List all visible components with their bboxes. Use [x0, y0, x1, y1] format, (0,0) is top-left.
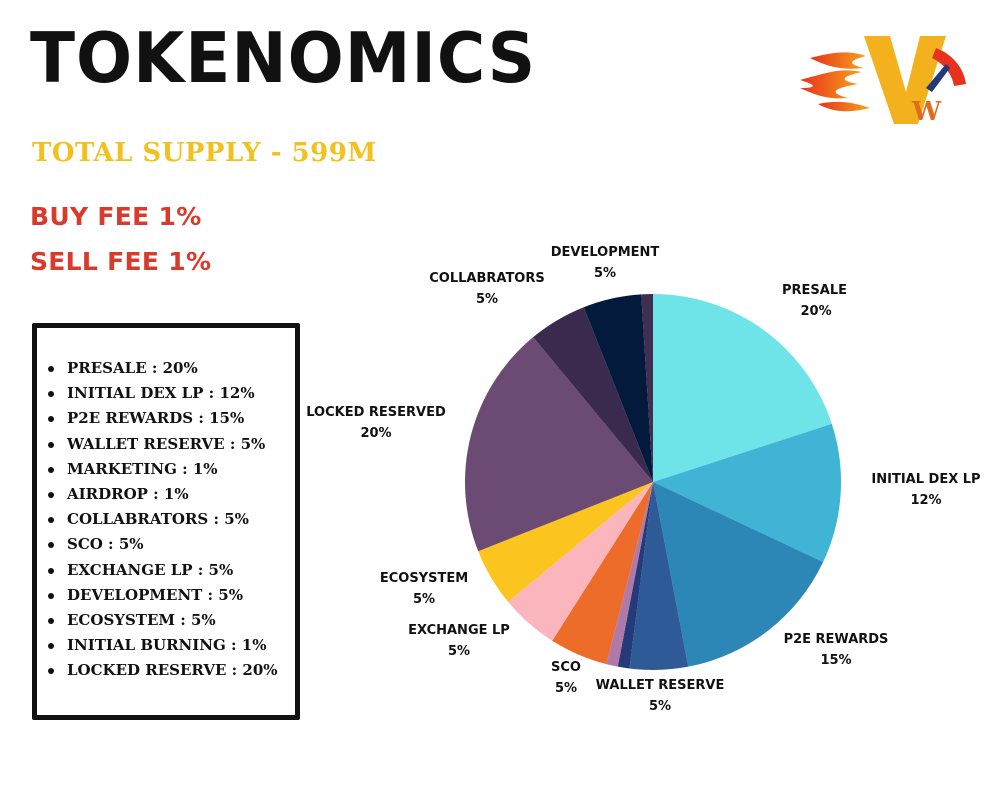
allocation-item: LOCKED RESERVE : 20%	[48, 658, 295, 683]
buy-fee: BUY FEE 1%	[30, 202, 202, 231]
allocation-item: WALLET RESERVE : 5%	[48, 432, 295, 457]
allocation-item: EXCHANGE LP : 5%	[48, 558, 295, 583]
slice-label: DEVELOPMENT	[551, 245, 660, 260]
allocation-item: INITIAL DEX LP : 12%	[48, 381, 295, 406]
page-title: TOKENOMICS	[30, 18, 537, 99]
slice-label: COLLABRATORS	[429, 271, 544, 286]
sell-fee: SELL FEE 1%	[30, 247, 212, 276]
slice-label: EXCHANGE LP	[408, 623, 510, 638]
pie-slice	[653, 423, 841, 563]
allocation-item: COLLABRATORS : 5%	[48, 507, 295, 532]
pie-slice	[606, 482, 653, 667]
allocation-item: AIRDROP : 1%	[48, 482, 295, 507]
slice-value-label: 12%	[910, 493, 941, 508]
total-supply: TOTAL SUPPLY - 599M	[32, 138, 377, 168]
pie-slice	[533, 307, 653, 482]
slice-value-label: 5%	[476, 292, 498, 307]
allocation-item: DEVELOPMENT : 5%	[48, 583, 295, 608]
slice-value-label: 5%	[413, 592, 435, 607]
slice-value-label: 5%	[594, 266, 616, 281]
pie-slice	[629, 482, 689, 670]
flame-logo-icon: W	[800, 36, 966, 127]
slice-label: P2E REWARDS	[784, 632, 889, 647]
allocation-list-box: PRESALE : 20% INITIAL DEX LP : 12% P2E R…	[32, 323, 300, 720]
pie-slice	[465, 337, 653, 552]
slice-value-label: 5%	[555, 681, 577, 696]
slice-value-label: 20%	[801, 304, 832, 319]
slice-label: PRESALE	[782, 283, 847, 298]
pie-slice	[478, 482, 653, 602]
pie-slice	[617, 482, 653, 669]
slice-value-label: 5%	[448, 644, 470, 659]
pie-slice	[583, 294, 653, 482]
allocation-item: MARKETING : 1%	[48, 457, 295, 482]
slice-value-label: 20%	[360, 426, 391, 441]
allocation-item: P2E REWARDS : 15%	[48, 406, 295, 431]
slice-label: ECOSYSTEM	[380, 571, 468, 586]
slice-label: SCO	[551, 660, 581, 675]
pie-slice	[653, 482, 824, 667]
slice-label: LOCKED RESERVED	[306, 405, 446, 420]
allocation-list: PRESALE : 20% INITIAL DEX LP : 12% P2E R…	[37, 328, 295, 683]
allocation-item: SCO : 5%	[48, 532, 295, 557]
slice-value-label: 5%	[649, 699, 671, 714]
pie-slice	[653, 294, 832, 482]
pie-slice	[552, 482, 653, 665]
allocation-item: ECOSYSTEM : 5%	[48, 608, 295, 633]
allocation-item: PRESALE : 20%	[48, 356, 295, 381]
svg-text:W: W	[911, 97, 942, 127]
slice-value-label: 15%	[820, 653, 851, 668]
allocation-item: INITIAL BURNING : 1%	[48, 633, 295, 658]
pie-slice	[508, 482, 653, 641]
slice-label: WALLET RESERVE	[596, 678, 725, 693]
pie-slice	[641, 294, 653, 482]
slice-label: INITIAL DEX LP	[871, 472, 980, 487]
